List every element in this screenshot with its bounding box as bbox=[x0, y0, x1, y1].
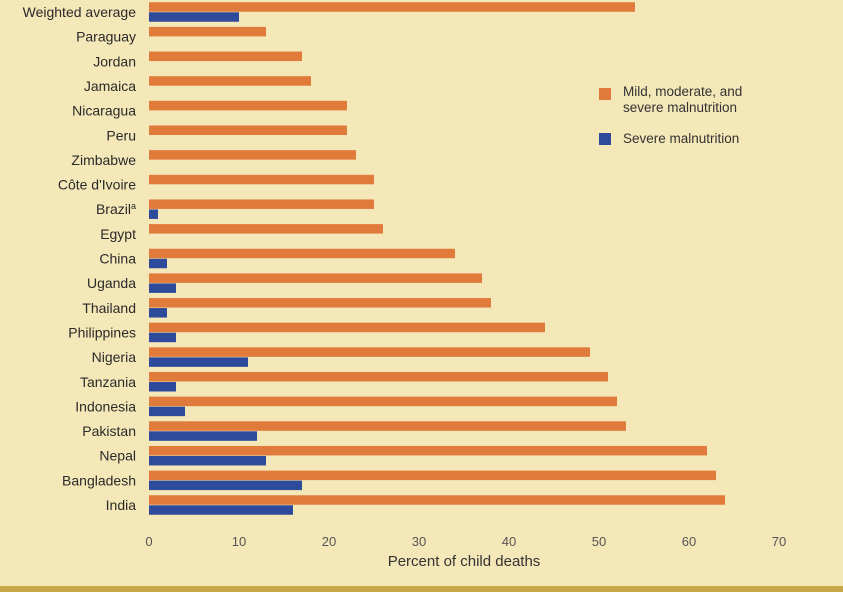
bar-mild-moderate-severe bbox=[149, 199, 374, 209]
legend-label-line: Mild, moderate, and bbox=[623, 84, 742, 99]
bar-mild-moderate-severe bbox=[149, 150, 356, 160]
category-label: Nepal bbox=[99, 448, 136, 464]
category-label: Nicaragua bbox=[72, 103, 136, 119]
bar-severe bbox=[149, 505, 293, 515]
bar-severe bbox=[149, 406, 185, 417]
bar-mild-moderate-severe bbox=[149, 174, 374, 185]
x-tick-label: 20 bbox=[322, 534, 336, 549]
bar-severe bbox=[149, 258, 167, 269]
legend-swatch-severe bbox=[599, 133, 611, 145]
bar-mild-moderate-severe bbox=[149, 470, 716, 481]
legend-label-mild-moderate-severe: Mild, moderate, and severe malnutrition bbox=[623, 84, 742, 115]
bar-severe bbox=[149, 308, 167, 318]
category-label: Philippines bbox=[68, 324, 136, 340]
x-tick-label: 30 bbox=[412, 534, 426, 549]
bar-mild-moderate-severe bbox=[149, 495, 725, 505]
bar-mild-moderate-severe bbox=[149, 445, 707, 456]
category-label: Indonesia bbox=[75, 398, 136, 414]
bar-mild-moderate-severe bbox=[149, 322, 545, 333]
bar-severe bbox=[149, 209, 158, 219]
legend-label-severe: Severe malnutrition bbox=[623, 131, 739, 146]
x-tick-label: 70 bbox=[772, 534, 786, 549]
bar-severe bbox=[149, 480, 302, 491]
bar-mild-moderate-severe bbox=[149, 248, 455, 259]
category-label: Nigeria bbox=[92, 349, 137, 365]
bar-mild-moderate-severe bbox=[149, 372, 608, 382]
bar-mild-moderate-severe bbox=[149, 26, 266, 37]
category-label: Paraguay bbox=[76, 29, 136, 45]
bar-mild-moderate-severe bbox=[149, 273, 482, 283]
bar-severe bbox=[149, 357, 248, 367]
bar-mild-moderate-severe bbox=[149, 224, 383, 234]
bar-mild-moderate-severe bbox=[149, 396, 617, 407]
category-label: China bbox=[99, 251, 136, 267]
x-tick-label: 0 bbox=[145, 534, 152, 549]
category-label: Uganda bbox=[87, 275, 136, 291]
category-label: Bangladesh bbox=[62, 472, 136, 488]
category-label: Côte d'Ivoire bbox=[58, 177, 136, 193]
category-label: Jordan bbox=[93, 53, 136, 69]
category-footnote-mark: a bbox=[131, 201, 136, 211]
bar-mild-moderate-severe bbox=[149, 100, 347, 111]
bar-severe bbox=[149, 332, 176, 343]
legend-swatch-mild-moderate-severe bbox=[599, 88, 611, 100]
category-label: Tanzania bbox=[80, 374, 136, 390]
bar-mild-moderate-severe bbox=[149, 421, 626, 431]
legend-label-line: severe malnutrition bbox=[623, 100, 737, 115]
x-tick-label: 60 bbox=[682, 534, 696, 549]
x-tick-label: 50 bbox=[592, 534, 606, 549]
bar-mild-moderate-severe bbox=[149, 2, 635, 12]
bottom-divider bbox=[0, 586, 843, 592]
category-label: Pakistan bbox=[82, 423, 136, 439]
category-label: Peru bbox=[106, 127, 136, 143]
category-label: India bbox=[106, 497, 137, 513]
category-label: Weighted average bbox=[23, 4, 137, 20]
bar-mild-moderate-severe bbox=[149, 51, 302, 62]
bar-severe bbox=[149, 455, 266, 466]
bar-severe bbox=[149, 382, 176, 392]
x-axis-title: Percent of child deaths bbox=[388, 553, 541, 570]
category-label: Jamaica bbox=[84, 78, 136, 94]
bar-mild-moderate-severe bbox=[149, 76, 311, 86]
category-label: Zimbabwe bbox=[71, 152, 136, 168]
category-label: Egypt bbox=[100, 226, 136, 242]
category-label: Thailand bbox=[82, 300, 136, 316]
x-tick-label: 10 bbox=[232, 534, 246, 549]
bar-severe bbox=[149, 12, 239, 22]
bar-severe bbox=[149, 283, 176, 293]
x-tick-label: 40 bbox=[502, 534, 516, 549]
bar-mild-moderate-severe bbox=[149, 125, 347, 135]
bar-mild-moderate-severe bbox=[149, 298, 491, 308]
category-label: Brazila bbox=[96, 201, 136, 217]
bar-severe bbox=[149, 431, 257, 441]
bar-mild-moderate-severe bbox=[149, 347, 590, 357]
